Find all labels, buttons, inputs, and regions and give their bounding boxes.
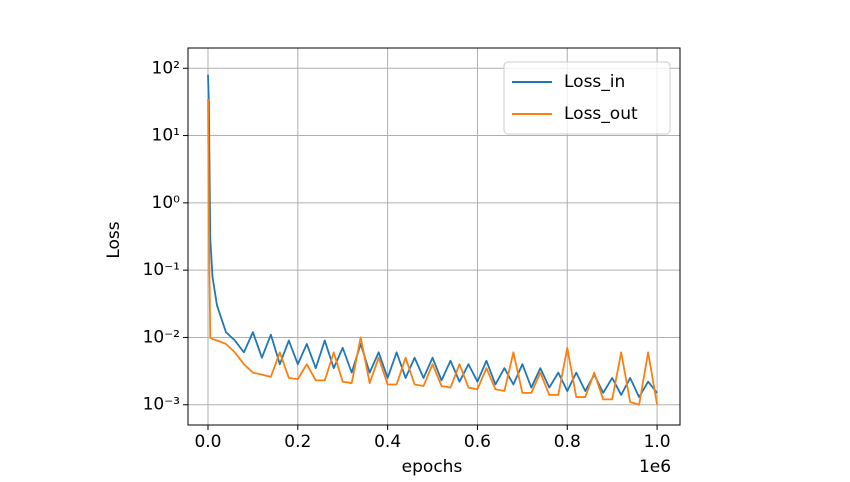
y-tick-label: 10¹ xyxy=(152,126,180,146)
legend-box xyxy=(503,61,671,135)
x-tick-label: 0.4 xyxy=(374,432,401,452)
y-tick-label: 10⁻³ xyxy=(143,395,180,415)
legend-label: Loss_in xyxy=(564,72,625,92)
x-offset-label: 1e6 xyxy=(639,457,671,477)
series-line xyxy=(207,98,658,406)
x-tick-label: 0.8 xyxy=(554,432,581,452)
axes-frame xyxy=(187,47,681,426)
legend-label: Loss_out xyxy=(564,104,638,124)
y-tick-label: 10⁰ xyxy=(152,193,181,213)
x-tick-label: 1.0 xyxy=(644,432,671,452)
y-tick-label: 10⁻¹ xyxy=(143,260,180,280)
x-axis-label: epochs xyxy=(402,457,463,477)
y-tick-label: 10² xyxy=(152,58,180,78)
x-tick-label: 0.6 xyxy=(464,432,491,452)
x-tick-label: 0.2 xyxy=(284,432,311,452)
legend: Loss_in Loss_out xyxy=(503,61,671,135)
x-tick-label: 0.0 xyxy=(194,432,221,452)
y-axis-label: Loss xyxy=(104,221,124,258)
y-tick-label: 10⁻² xyxy=(143,327,180,347)
series-line xyxy=(207,74,658,398)
plot-area xyxy=(207,74,658,406)
